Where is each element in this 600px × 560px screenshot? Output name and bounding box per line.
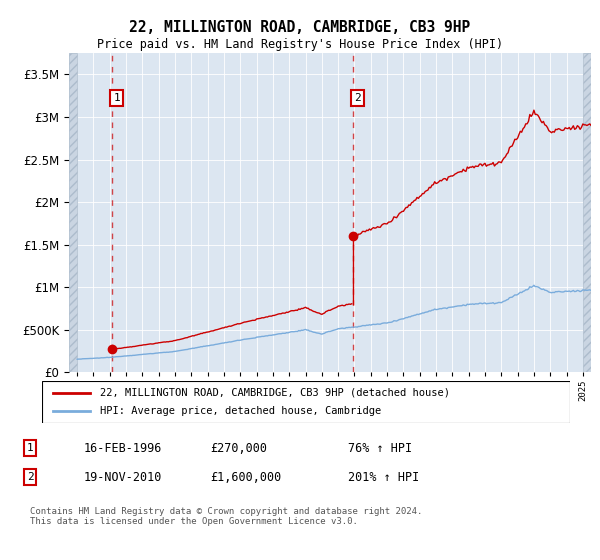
Text: Contains HM Land Registry data © Crown copyright and database right 2024.
This d: Contains HM Land Registry data © Crown c… [30,507,422,526]
Text: £270,000: £270,000 [210,441,267,455]
Text: Price paid vs. HM Land Registry's House Price Index (HPI): Price paid vs. HM Land Registry's House … [97,38,503,51]
Text: 16-FEB-1996: 16-FEB-1996 [84,441,163,455]
Text: HPI: Average price, detached house, Cambridge: HPI: Average price, detached house, Camb… [100,406,382,416]
Text: 1: 1 [113,93,120,103]
Text: 2: 2 [26,472,34,482]
Text: 22, MILLINGTON ROAD, CAMBRIDGE, CB3 9HP (detached house): 22, MILLINGTON ROAD, CAMBRIDGE, CB3 9HP … [100,388,450,398]
Text: 2: 2 [354,93,361,103]
Text: 201% ↑ HPI: 201% ↑ HPI [348,470,419,484]
Text: 22, MILLINGTON ROAD, CAMBRIDGE, CB3 9HP: 22, MILLINGTON ROAD, CAMBRIDGE, CB3 9HP [130,20,470,35]
Text: 19-NOV-2010: 19-NOV-2010 [84,470,163,484]
Text: 76% ↑ HPI: 76% ↑ HPI [348,441,412,455]
Text: 1: 1 [26,443,34,453]
Text: £1,600,000: £1,600,000 [210,470,281,484]
